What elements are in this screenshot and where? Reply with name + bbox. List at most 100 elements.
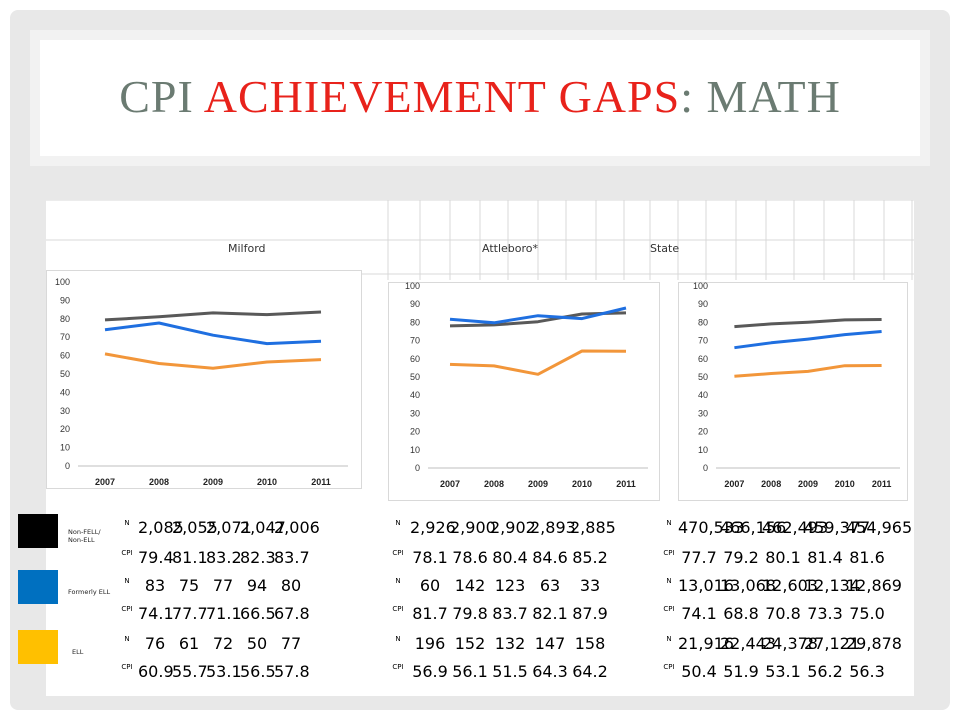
y-tick-label: 30 — [410, 408, 420, 418]
table-cell: 81.1 — [172, 548, 208, 567]
table-cell: 80.4 — [492, 548, 528, 567]
table-cell: 72 — [212, 634, 234, 653]
table-cell: 63 — [539, 576, 561, 595]
x-tick-label: 2011 — [616, 479, 636, 489]
table-cell: 2,085 — [138, 518, 184, 537]
y-tick-label: 20 — [410, 427, 420, 437]
table-row: CPI 81.7 79.8 83.7 82.1 87.9 — [386, 604, 626, 623]
y-tick-label: 90 — [698, 299, 708, 309]
row-label: CPI — [121, 549, 133, 557]
x-tick-label: 2009 — [798, 479, 818, 489]
y-tick-label: 30 — [698, 408, 708, 418]
table-cell: 21,916 — [678, 634, 734, 653]
table-row: CPI 74.1 68.8 70.8 73.3 75.0 — [660, 604, 900, 623]
table-cell: 123 — [494, 576, 526, 595]
table-row: N 2,926 2,900 2,902 2,893 2,885 — [386, 518, 626, 537]
series-ell-line — [104, 352, 322, 370]
table-cell: 33 — [579, 576, 601, 595]
table-cell: 56.9 — [412, 662, 448, 681]
table-cell: 71.1 — [206, 604, 242, 623]
table-cell: 83.7 — [492, 604, 528, 623]
table-cell: 2,900 — [450, 518, 496, 537]
y-tick-label: 100 — [693, 282, 708, 291]
table-cell: 12,869 — [846, 576, 902, 595]
table-row: CPI 74.1 77.7 71.1 66.5 67.8 — [116, 604, 356, 623]
x-tick-label: 2007 — [440, 479, 460, 489]
table-cell: 79.8 — [452, 604, 488, 623]
y-tick-label: 50 — [60, 369, 70, 379]
table-cell: 77.7 — [172, 604, 208, 623]
table-cell: 152 — [454, 634, 486, 653]
table-cell: 55.7 — [172, 662, 208, 681]
table-cell: 80.1 — [765, 548, 801, 567]
table-cell: 84.6 — [532, 548, 568, 567]
x-tick-label: 2011 — [311, 477, 331, 487]
row-label: N — [395, 519, 401, 527]
table-cell: 22,443 — [720, 634, 776, 653]
y-tick-label: 10 — [60, 443, 70, 453]
x-tick-label: 2009 — [203, 477, 223, 487]
row-label: N — [666, 635, 672, 643]
table-cell: 196 — [414, 634, 446, 653]
row-label: N — [124, 635, 130, 643]
table-cell: 78.1 — [412, 548, 448, 567]
table-cell: 66.5 — [240, 604, 276, 623]
table-cell: 61 — [178, 634, 200, 653]
table-row: N 13,016 13,068 12,603 12,134 12,869 — [660, 576, 902, 595]
table-cell: 56.2 — [807, 662, 843, 681]
table-cell: 53.1 — [765, 662, 801, 681]
legend-label-formerly-ell: Formerly ELL — [68, 588, 110, 596]
table-cell: 94 — [246, 576, 268, 595]
table-row: CPI 78.1 78.6 80.4 84.6 85.2 — [386, 548, 626, 567]
x-tick-label: 2010 — [257, 477, 277, 487]
y-tick-label: 40 — [410, 390, 420, 400]
table-cell: 64.2 — [572, 662, 608, 681]
row-label: N — [124, 577, 130, 585]
row-label: N — [666, 519, 672, 527]
table-cell: 81.6 — [849, 548, 885, 567]
row-label: CPI — [663, 605, 675, 613]
series-ell-line — [449, 349, 627, 376]
table-cell: 56.5 — [240, 662, 276, 681]
table-row: N 76 61 72 50 77 — [116, 634, 356, 653]
x-tick-label: 2011 — [872, 479, 892, 489]
series-formerly-ell-line — [449, 306, 627, 325]
table-cell: 77.7 — [681, 548, 717, 567]
x-tick-label: 2010 — [572, 479, 592, 489]
series-ell-line — [734, 364, 882, 378]
table-cell: 74.1 — [681, 604, 717, 623]
table-cell: 80 — [280, 576, 302, 595]
table-cell: 83.2 — [206, 548, 242, 567]
y-tick-label: 70 — [698, 336, 708, 346]
title-part-3: : MATH — [680, 71, 841, 122]
y-tick-label: 80 — [698, 317, 708, 327]
slide-title: CPI ACHIEVEMENT GAPS: MATH — [40, 70, 920, 123]
table-cell: 2,006 — [274, 518, 320, 537]
y-tick-label: 30 — [60, 406, 70, 416]
table-cell: 51.5 — [492, 662, 528, 681]
x-tick-label: 2007 — [724, 479, 744, 489]
table-row: CPI 77.7 79.2 80.1 81.4 81.6 — [660, 548, 900, 567]
table-cell: 2,902 — [490, 518, 536, 537]
y-tick-label: 50 — [410, 372, 420, 382]
y-tick-label: 70 — [410, 336, 420, 346]
table-cell: 56.1 — [452, 662, 488, 681]
table-cell: 13,016 — [678, 576, 734, 595]
legend-label-line: Formerly ELL — [68, 588, 111, 596]
header-milford: Milford — [228, 242, 266, 255]
table-cell: 2,071 — [206, 518, 252, 537]
table-row: CPI 79.4 81.1 83.2 82.3 83.7 — [116, 548, 356, 567]
table-cell: 454,965 — [846, 518, 913, 537]
table-cell: 12,134 — [804, 576, 860, 595]
y-tick-label: 20 — [698, 427, 708, 437]
table-cell: 56.3 — [849, 662, 885, 681]
y-tick-label: 10 — [698, 445, 708, 455]
table-cell: 60.9 — [138, 662, 174, 681]
row-label: CPI — [392, 663, 404, 671]
header-attleboro: Attleboro* — [482, 242, 539, 255]
table-cell: 2,055 — [172, 518, 218, 537]
y-tick-label: 80 — [60, 314, 70, 324]
table-cell: 51.9 — [723, 662, 759, 681]
y-tick-label: 70 — [60, 332, 70, 342]
chart-milford: 0 10 20 30 40 50 60 70 80 90 100 2007 2008 2009 2010 20… — [46, 270, 362, 489]
